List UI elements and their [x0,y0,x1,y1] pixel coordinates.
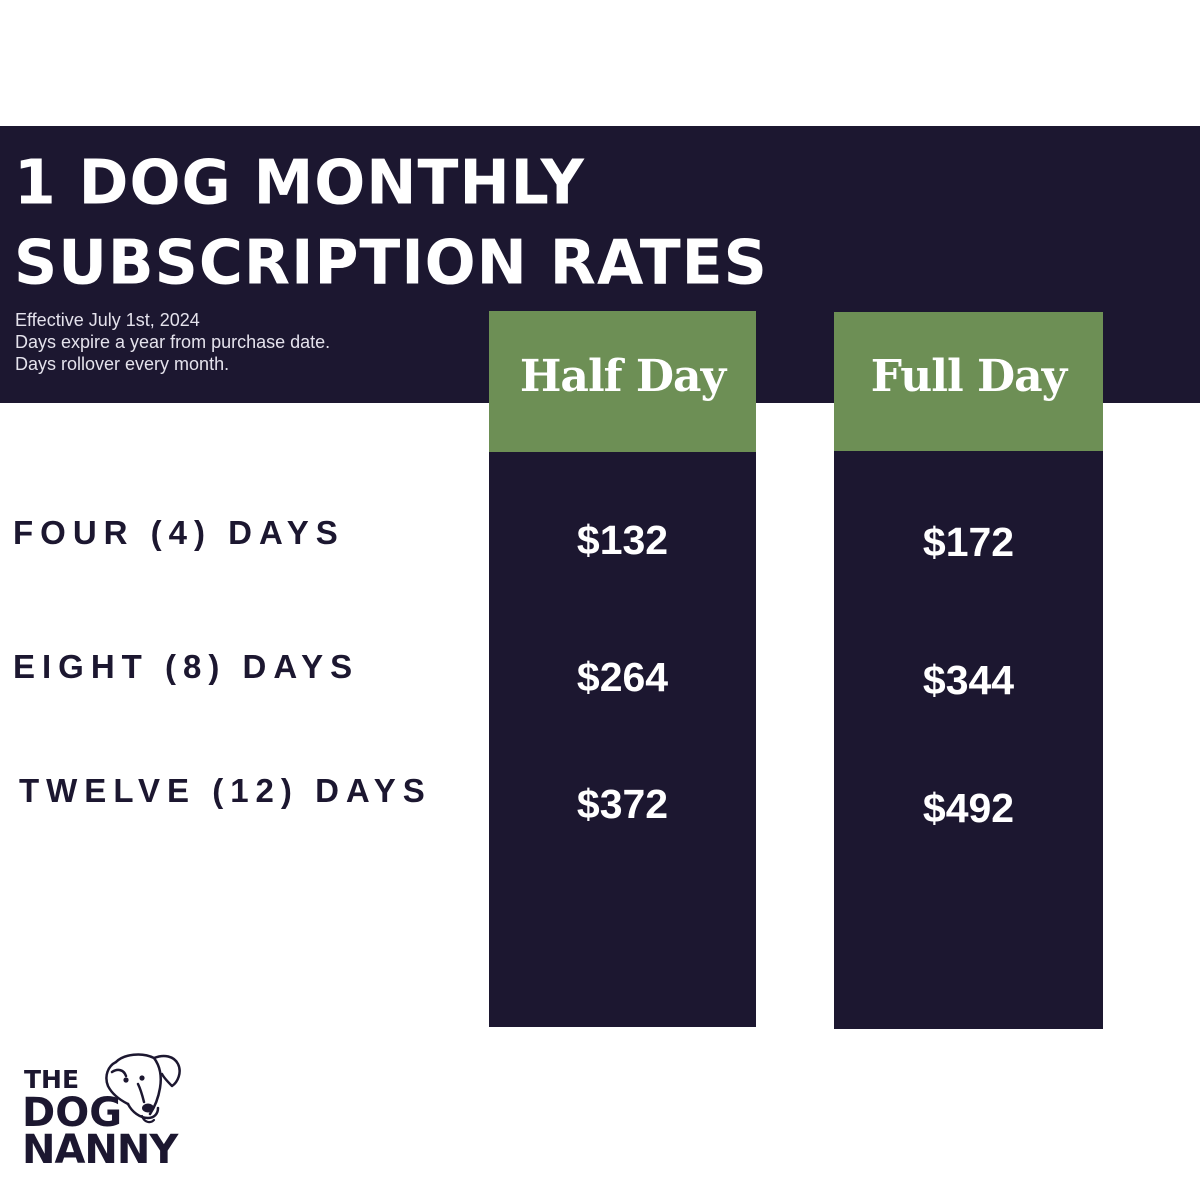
effective-date-note: Effective July 1st, 2024 [15,310,200,330]
half-day-column-header: Half Day [489,311,756,452]
price-half-day-twelve: $372 [576,781,669,827]
full-day-column-header: Full Day [834,312,1103,451]
price-full-day-four: $172 [922,519,1015,565]
logo-text-the: THE [24,1065,80,1094]
row-label-four-days: FOUR (4) DAYS [13,514,345,551]
page-title-line-1: 1 DOG MONTHLY [14,147,585,219]
price-half-day-four: $132 [576,517,669,563]
logo-text-dog: DOG [22,1090,123,1136]
logo-text-nanny: NANNY [22,1127,178,1173]
dog-face-icon [105,1053,181,1124]
price-full-day-twelve: $492 [922,785,1015,831]
price-half-day-eight: $264 [576,654,669,700]
price-full-day-eight: $344 [922,657,1015,703]
expiry-note: Days expire a year from purchase date. [15,332,331,352]
page-title-line-2: SUBSCRIPTION RATES [14,227,768,299]
row-label-eight-days: EIGHT (8) DAYS [13,648,360,685]
rollover-note: Days rollover every month. [15,354,230,374]
row-label-twelve-days: TWELVE (12) DAYS [19,772,432,809]
